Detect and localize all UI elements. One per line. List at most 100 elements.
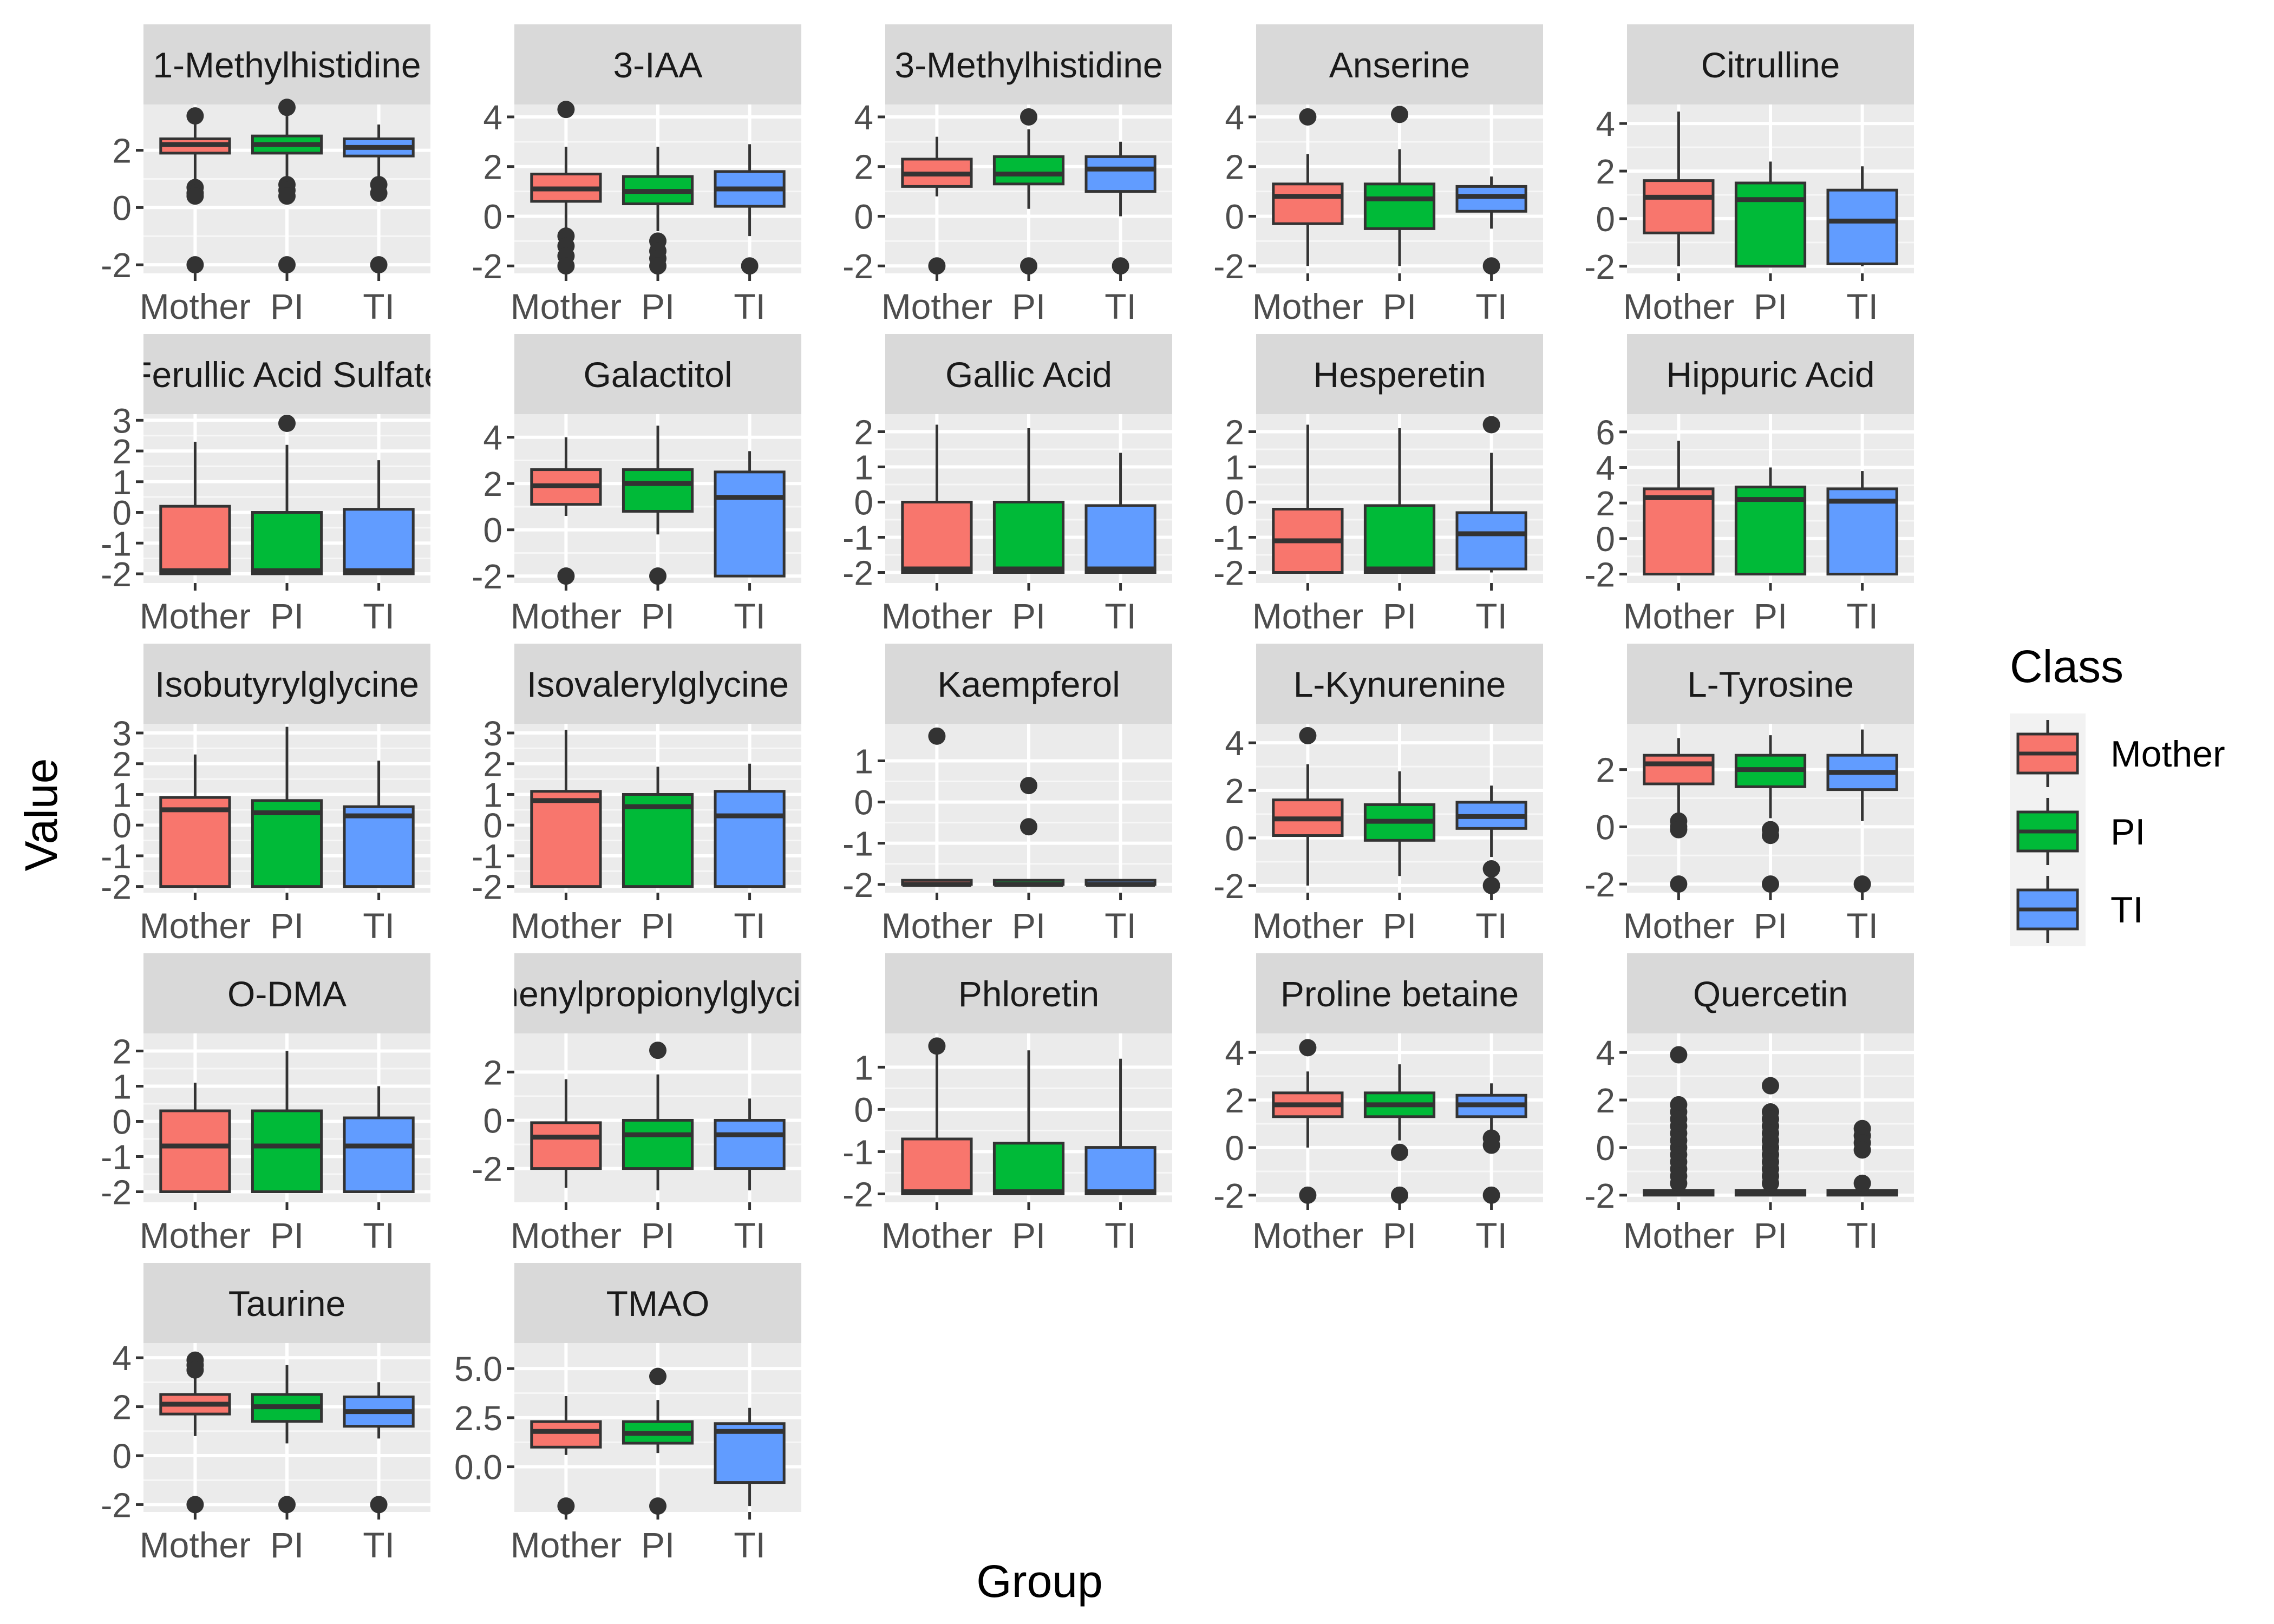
x-tick-label: Mother [511, 286, 622, 326]
box-mother [159, 107, 231, 274]
y-tick-label: -1 [1213, 519, 1244, 558]
outlier-point [370, 184, 388, 202]
box-body [1363, 504, 1436, 574]
x-tick-label: TI [363, 1525, 395, 1565]
y-tick-label: -2 [842, 554, 873, 593]
panel-tmao: TMAO 0.0 2.5 5.0 Mother PI TI [454, 1263, 801, 1565]
x-tick-label: TI [1846, 596, 1878, 636]
box-body [530, 1121, 602, 1170]
strip-label: Ferullic Acid Sulfate [130, 355, 444, 395]
panel-proline-betaine: Proline betaine -2 0 2 4 Mother PI TI [1213, 953, 1543, 1255]
legend-label: TI [2110, 889, 2143, 931]
x-tick-label: TI [734, 1525, 766, 1565]
outlier-point [278, 99, 296, 116]
x-tick-label: PI [270, 596, 304, 636]
x-tick-label: Mother [1252, 286, 1363, 326]
y-tick-label: -2 [101, 246, 132, 285]
box-ti [1455, 785, 1527, 894]
box-pi [251, 99, 323, 274]
y-tick-label: 1 [854, 1048, 873, 1087]
box-mother [530, 730, 602, 888]
x-tick-label: Mother [881, 906, 992, 946]
y-tick-label: 2 [483, 464, 502, 503]
y-tick-label: 0 [1225, 483, 1244, 522]
box-ti [714, 451, 786, 578]
strip-background [1256, 644, 1543, 724]
strip-background [885, 953, 1172, 1033]
y-tick-label: 0 [112, 1103, 132, 1142]
outlier-point [557, 567, 575, 585]
x-tick-label: TI [1475, 286, 1507, 326]
box-pi [251, 1365, 323, 1514]
outlier-point [1112, 257, 1129, 275]
box-body [343, 508, 415, 575]
outlier-point [1482, 257, 1500, 275]
panel-taurine: Taurine -2 0 2 4 Mother PI TI [101, 1263, 430, 1565]
x-tick-label: TI [1846, 1215, 1878, 1255]
box-mother [1643, 112, 1715, 266]
outlier-point [1020, 777, 1037, 795]
box-body [901, 1137, 973, 1195]
outlier-point [1299, 726, 1317, 744]
box-mother [1272, 108, 1344, 266]
box-body [1363, 182, 1436, 230]
x-tick-label: Mother [1252, 906, 1363, 946]
y-tick-label: 2 [112, 432, 132, 471]
strip-label: 3-Methylhistidine [894, 45, 1162, 85]
box-pi [251, 726, 323, 888]
y-tick-label: -2 [1213, 1176, 1244, 1215]
legend-item-pi: PI [2016, 798, 2145, 865]
strip-background [514, 644, 801, 724]
x-tick-label: Mother [881, 1215, 992, 1255]
y-tick-label: 4 [1596, 1033, 1615, 1072]
y-tick-label: -2 [842, 866, 873, 905]
box-ti [714, 1407, 786, 1507]
x-tick-label: PI [641, 286, 675, 326]
y-tick-label: 0 [854, 1090, 873, 1129]
outlier-point [1391, 106, 1408, 123]
strip-background [514, 334, 801, 414]
legend: Class Mother PI TI [2010, 641, 2225, 946]
box-pi [992, 777, 1065, 887]
outlier-point [1762, 875, 1779, 893]
box-body [530, 1420, 602, 1449]
box-pi [1363, 428, 1436, 574]
legend-item-mother: Mother [2016, 720, 2225, 787]
box-mother [1643, 738, 1715, 893]
box-pi [251, 415, 323, 575]
box-mother [1643, 441, 1715, 576]
y-tick-label: 0 [1596, 1129, 1615, 1168]
x-tick-label: PI [1383, 286, 1416, 326]
box-pi [1734, 161, 1807, 268]
y-tick-label: 2 [854, 413, 873, 452]
box-ti [343, 1382, 415, 1514]
legend-item-ti: TI [2016, 876, 2143, 943]
box-ti [1084, 453, 1156, 574]
x-tick-label: PI [641, 906, 675, 946]
x-tick-label: PI [1012, 1215, 1045, 1255]
x-tick-label: PI [270, 1215, 304, 1255]
y-tick-label: -2 [1213, 867, 1244, 906]
box-mother [901, 424, 973, 574]
y-tick-label: 0 [112, 806, 132, 845]
y-tick-label: 2 [483, 745, 502, 784]
y-tick-label: 2 [112, 1388, 132, 1427]
y-tick-label: 4 [112, 1339, 132, 1378]
box-ti [1455, 1083, 1527, 1204]
x-tick-label: Mother [511, 1525, 622, 1565]
y-tick-label: 6 [1596, 413, 1615, 452]
outlier-point [278, 1496, 296, 1514]
outlier-point [557, 257, 575, 275]
box-body [159, 1109, 231, 1193]
outlier-point [1853, 1141, 1871, 1159]
outlier-point [1670, 821, 1688, 839]
y-tick-label: -2 [101, 868, 132, 907]
x-tick-label: PI [641, 1525, 675, 1565]
panel-galactitol: Galactitol -2 0 2 4 Mother PI TI [472, 334, 801, 636]
box-body [1084, 504, 1156, 574]
y-tick-label: 2 [112, 1032, 132, 1071]
box-ti [1826, 471, 1898, 576]
strip-background [514, 24, 801, 104]
